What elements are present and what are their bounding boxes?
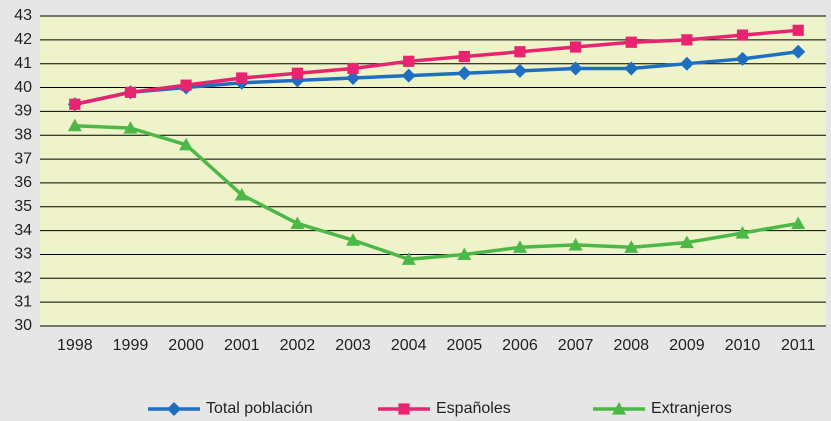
marker (167, 402, 181, 416)
y-tick-label: 30 (14, 317, 32, 334)
x-tick-label: 2007 (558, 337, 594, 354)
marker (234, 187, 249, 201)
marker (735, 51, 750, 66)
marker (180, 79, 192, 91)
legend-label: Total población (206, 400, 313, 417)
y-tick-label: 33 (14, 246, 32, 263)
marker (570, 41, 582, 53)
y-tick-label: 31 (14, 293, 32, 310)
x-tick-label: 2011 (781, 337, 816, 354)
x-tick-label: 1998 (57, 337, 93, 354)
x-tick-label: 2002 (280, 337, 316, 354)
marker (67, 118, 82, 132)
marker (457, 247, 472, 261)
series-line (74, 28, 799, 106)
x-tick-label: 2009 (669, 337, 705, 354)
marker (791, 44, 806, 59)
marker (458, 50, 470, 63)
legend-label: Españoles (436, 400, 511, 417)
marker (179, 137, 194, 151)
y-tick-label: 37 (14, 150, 32, 167)
marker (236, 72, 248, 84)
plot-area (40, 16, 826, 326)
x-tick-label: 2008 (613, 337, 649, 354)
marker (398, 403, 410, 415)
marker (457, 66, 472, 81)
marker (403, 55, 415, 67)
y-tick-label: 41 (14, 55, 32, 72)
y-tick-label: 39 (14, 103, 32, 120)
marker (735, 226, 750, 239)
marker (123, 121, 138, 134)
x-tick-label: 2000 (168, 337, 204, 354)
legend-label: Extranjeros (651, 400, 732, 417)
marker (290, 216, 305, 230)
marker (401, 68, 416, 83)
x-tick-label: 2001 (224, 337, 260, 354)
marker (736, 29, 749, 41)
series-line (74, 50, 799, 106)
y-tick-label: 40 (14, 79, 32, 96)
marker (612, 402, 626, 415)
marker (401, 252, 416, 265)
marker (346, 233, 361, 246)
x-tick-label: 2010 (725, 337, 761, 354)
marker (791, 216, 806, 230)
y-tick-label: 38 (14, 126, 32, 143)
x-tick-label: 2003 (335, 337, 371, 354)
marker (512, 63, 527, 78)
y-tick-label: 42 (14, 31, 32, 48)
x-tick-label: 1999 (113, 337, 149, 354)
marker (624, 61, 639, 76)
series-line (74, 123, 799, 261)
marker (679, 235, 694, 249)
marker (69, 98, 81, 110)
marker (291, 67, 303, 79)
marker (347, 62, 359, 75)
marker (679, 56, 694, 71)
marker (568, 237, 583, 251)
marker (346, 71, 361, 85)
y-tick-label: 32 (14, 270, 32, 287)
y-tick-label: 36 (14, 174, 32, 191)
y-tick-label: 34 (14, 222, 32, 239)
y-tick-label: 35 (14, 198, 32, 215)
x-tick-label: 2004 (391, 337, 427, 354)
marker (514, 46, 526, 58)
marker (792, 24, 804, 36)
x-tick-label: 2006 (502, 337, 538, 354)
marker (512, 240, 527, 253)
marker (568, 61, 583, 76)
marker (681, 34, 693, 46)
y-tick-label: 43 (14, 7, 32, 24)
x-tick-label: 2005 (447, 337, 483, 354)
marker (625, 36, 637, 48)
marker (624, 240, 639, 253)
marker (124, 86, 137, 98)
